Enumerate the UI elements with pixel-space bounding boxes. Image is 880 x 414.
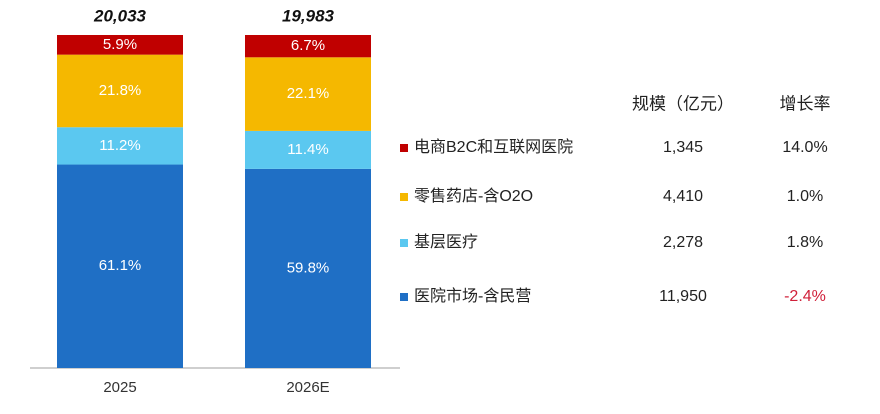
- total-label: 20,033: [93, 6, 147, 25]
- table-header: 增长率: [780, 94, 831, 113]
- table-cell: -2.4%: [784, 288, 826, 305]
- legend-label: 医院市场-含民营: [414, 287, 531, 305]
- table-cell: 4,410: [663, 188, 703, 205]
- legend-label: 基层医疗: [414, 233, 478, 251]
- legend-swatch: [400, 193, 408, 201]
- table-cell: 1,345: [663, 139, 703, 156]
- bar-segment: [245, 130, 371, 169]
- x-tick-label: 2026E: [286, 379, 329, 396]
- table-cell: 1.0%: [787, 188, 823, 205]
- legend-label: 零售药店-含O2O: [414, 187, 533, 205]
- table-cell: 2,278: [663, 234, 703, 251]
- legend-swatch: [400, 293, 408, 301]
- bar-segment: [245, 168, 371, 368]
- table-cell: 11,950: [659, 288, 707, 305]
- legend-label: 电商B2C和互联网医院: [414, 138, 573, 156]
- table-header: 规模（亿元）: [632, 94, 734, 113]
- value-label: 59.8%: [287, 259, 330, 276]
- value-label: 21.8%: [99, 82, 142, 99]
- bar-segment: [57, 164, 183, 368]
- bar-segment: [57, 127, 183, 165]
- value-label: 61.1%: [99, 257, 142, 274]
- value-label: 5.9%: [103, 36, 137, 53]
- table-cell: 1.8%: [787, 234, 823, 251]
- value-label: 22.1%: [287, 85, 330, 102]
- value-label: 11.2%: [99, 137, 140, 154]
- table-cell: 14.0%: [782, 139, 827, 156]
- value-label: 6.7%: [291, 37, 325, 54]
- bar-segment: [57, 35, 183, 55]
- legend-swatch: [400, 144, 408, 152]
- bar-segment: [57, 54, 183, 128]
- legend-swatch: [400, 239, 408, 247]
- x-tick-label: 2025: [103, 379, 136, 396]
- value-label: 11.4%: [287, 141, 328, 158]
- bar-segment: [245, 35, 371, 58]
- bar-segment: [245, 57, 371, 131]
- total-label: 19,983: [282, 6, 335, 25]
